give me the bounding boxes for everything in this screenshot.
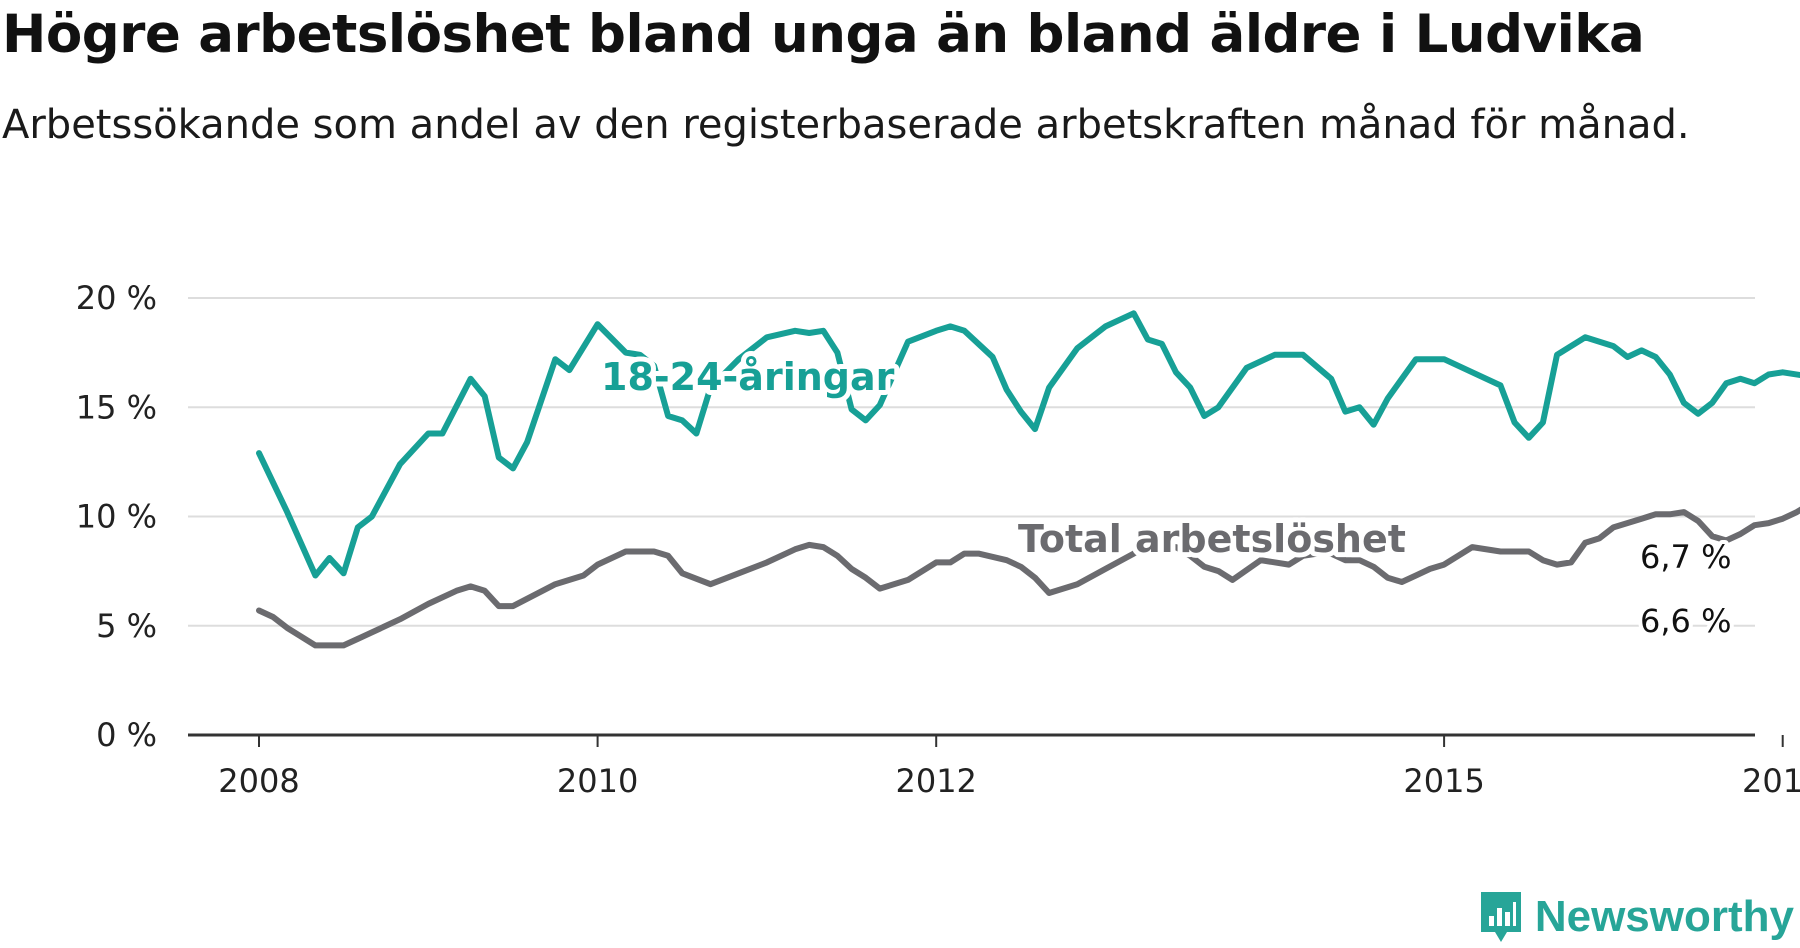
series-lines xyxy=(256,310,1800,649)
chart-title: Högre arbetslöshet bland unga än bland ä… xyxy=(2,4,1645,65)
x-tick-label: 2010 xyxy=(557,762,638,800)
newsworthy-logo-icon xyxy=(1480,892,1521,942)
series-label-0: 18-24-åringar xyxy=(601,355,895,399)
x-tick-label: 2008 xyxy=(218,762,299,800)
y-tick-label: 0 % xyxy=(96,716,157,754)
x-tick-label: 2015 xyxy=(1403,762,1484,800)
y-tick-label: 15 % xyxy=(76,388,157,426)
y-tick-label: 20 % xyxy=(76,279,157,317)
series-line-0 xyxy=(256,310,1800,579)
grid-lines xyxy=(188,297,1755,627)
newsworthy-logo-text: Newsworthy xyxy=(1534,892,1794,941)
end-value-label-0: 6,7 % xyxy=(1640,538,1731,576)
axes: 0 %5 %10 %15 %20 %2008201020122015201720… xyxy=(76,279,1800,800)
series-label-1: Total arbetslöshet xyxy=(1018,517,1406,561)
y-tick-label: 10 % xyxy=(76,498,157,536)
chart-subtitle: Arbetssökande som andel av den registerb… xyxy=(2,102,1690,148)
x-tick-label: 2012 xyxy=(895,762,976,800)
line-chart: 18-24-åringar Total arbetslöshet 6,7 % 6,6 … xyxy=(76,279,1800,800)
series-labels: 18-24-åringar Total arbetslöshet 6,7 % 6,6 … xyxy=(596,350,1735,644)
x-tick-label: 2017 xyxy=(1742,762,1800,800)
end-value-label-1: 6,6 % xyxy=(1640,602,1731,640)
y-tick-label: 5 % xyxy=(96,607,157,645)
newsworthy-logo[interactable]: Newsworthy xyxy=(1477,888,1794,946)
series-line-1 xyxy=(256,506,1800,649)
